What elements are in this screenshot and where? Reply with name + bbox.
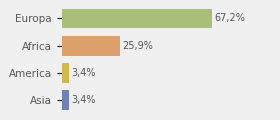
Text: 67,2%: 67,2%: [214, 13, 245, 24]
Bar: [62, 9, 212, 28]
Bar: [62, 63, 69, 83]
Bar: [62, 90, 69, 110]
Text: 3,4%: 3,4%: [71, 95, 96, 105]
Text: 3,4%: 3,4%: [71, 68, 96, 78]
Text: 25,9%: 25,9%: [122, 41, 153, 51]
Bar: [62, 36, 120, 56]
